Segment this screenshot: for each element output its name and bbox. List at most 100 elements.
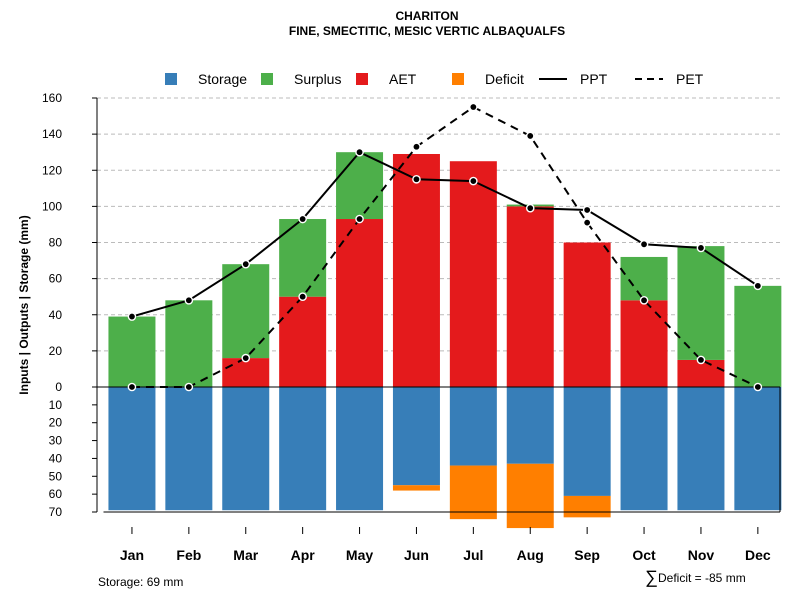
y-tick-label: 20 xyxy=(49,344,63,358)
legend-item: Surplus xyxy=(261,71,341,87)
legend-item: AET xyxy=(356,71,417,87)
x-tick-label: Jul xyxy=(463,547,483,563)
x-tick-label: Jan xyxy=(120,547,144,563)
y-tick-label: 40 xyxy=(49,451,63,465)
surplus-bar xyxy=(620,256,668,301)
y-tick-label: 60 xyxy=(49,487,63,501)
y-tick-label: 120 xyxy=(42,163,62,177)
storage-bar xyxy=(506,387,554,464)
pet-line xyxy=(131,105,759,388)
pet-point xyxy=(753,382,763,392)
deficit-bar xyxy=(506,463,554,529)
legend-label: PPT xyxy=(580,71,608,87)
ppt-point xyxy=(639,240,649,249)
y-tick-label: 40 xyxy=(49,308,63,322)
chart-title: CHARITON xyxy=(395,9,458,23)
x-tick-label: Jun xyxy=(404,547,429,563)
storage-bar xyxy=(563,387,611,496)
x-tick-label: Nov xyxy=(688,547,715,563)
storage-bar xyxy=(336,387,384,511)
ppt-point xyxy=(298,214,307,224)
aet-bar xyxy=(449,161,497,387)
pet-point xyxy=(298,292,307,301)
x-tick-label: Feb xyxy=(176,547,201,563)
y-tick-label: 160 xyxy=(42,91,62,105)
aet-bar xyxy=(563,242,611,387)
y-tick-label: 140 xyxy=(42,127,62,141)
pet-point xyxy=(582,218,592,227)
storage-bar xyxy=(449,387,497,466)
deficit-bar xyxy=(392,485,440,491)
pet-point xyxy=(355,214,364,224)
x-tick-label: Apr xyxy=(291,547,316,563)
ppt-point xyxy=(525,203,535,213)
storage-bar xyxy=(392,387,440,486)
surplus-bar xyxy=(336,152,384,220)
legend-swatch xyxy=(452,73,464,85)
ppt-point xyxy=(241,259,251,269)
ppt-point xyxy=(184,295,194,305)
axes: 0 20 40 60 80 100 120 140 160 10 20 30 40 50 60 70 xyxy=(42,91,781,519)
aet-bar xyxy=(279,296,327,387)
aet-bar xyxy=(506,206,554,387)
pet-point xyxy=(525,131,535,141)
x-axis-labels: Jan Feb Mar Apr May Jun Jul Aug Sep Oct Nov Dec xyxy=(120,527,771,563)
series-points xyxy=(127,102,763,392)
y-tick-label: 60 xyxy=(49,272,63,286)
legend-swatch xyxy=(356,73,368,85)
pet-point xyxy=(412,142,421,152)
pet-point xyxy=(696,355,706,365)
aet-bar xyxy=(222,358,270,387)
ppt-point xyxy=(127,312,137,321)
storage-bar xyxy=(677,387,725,511)
x-tick-label: Dec xyxy=(745,547,771,563)
legend-swatch xyxy=(165,73,177,85)
y-tick-label: 100 xyxy=(42,199,62,213)
sum-symbol: ∑ xyxy=(645,567,658,587)
legend-item: PET xyxy=(635,71,704,87)
y-tick-label: 10 xyxy=(49,398,63,412)
y-tick-label: 0 xyxy=(55,380,62,394)
x-tick-label: Mar xyxy=(233,547,258,563)
ppt-point xyxy=(582,205,592,215)
y-axis-label: Inputs | Outputs | Storage (mm) xyxy=(17,215,31,394)
ppt-point xyxy=(355,147,364,157)
x-tick-label: Oct xyxy=(632,547,656,563)
ppt-point xyxy=(412,174,421,184)
storage-bar xyxy=(734,387,782,511)
storage-bar xyxy=(222,387,270,511)
deficit-bar xyxy=(563,495,611,518)
deficit-bar xyxy=(449,465,497,520)
y-tick-label: 70 xyxy=(49,505,63,519)
aet-bar xyxy=(677,359,725,387)
surplus-bar xyxy=(677,246,725,360)
legend-label: Storage xyxy=(198,71,247,87)
pet-point xyxy=(184,382,194,392)
pet-point xyxy=(127,382,137,392)
aet-bar xyxy=(620,300,668,387)
y-tick-label: 30 xyxy=(49,434,63,448)
ppt-point xyxy=(753,281,763,291)
storage-bar xyxy=(165,387,213,511)
y-tick-label: 20 xyxy=(49,416,63,430)
legend: Storage Surplus AET Deficit PPT PET xyxy=(165,71,704,87)
deficit-note: Deficit = -85 mm xyxy=(658,571,746,585)
aet-bar xyxy=(336,219,384,387)
pet-point xyxy=(241,353,251,363)
surplus-bar xyxy=(108,316,156,387)
legend-label: PET xyxy=(676,71,704,87)
ppt-line xyxy=(131,150,759,318)
aet-bar xyxy=(392,153,440,387)
legend-item: Storage xyxy=(165,71,247,87)
surplus-bar xyxy=(222,264,270,359)
storage-bar xyxy=(620,387,668,511)
surplus-bar xyxy=(734,285,782,387)
series-lines xyxy=(131,105,759,388)
chart-subtitle: FINE, SMECTITIC, MESIC VERTIC ALBAQUALFS xyxy=(289,24,565,38)
x-tick-label: Sep xyxy=(574,547,600,563)
y-tick-label: 80 xyxy=(49,236,63,250)
legend-item: Deficit xyxy=(452,71,524,87)
ppt-point xyxy=(469,176,478,186)
x-tick-label: May xyxy=(346,547,373,563)
